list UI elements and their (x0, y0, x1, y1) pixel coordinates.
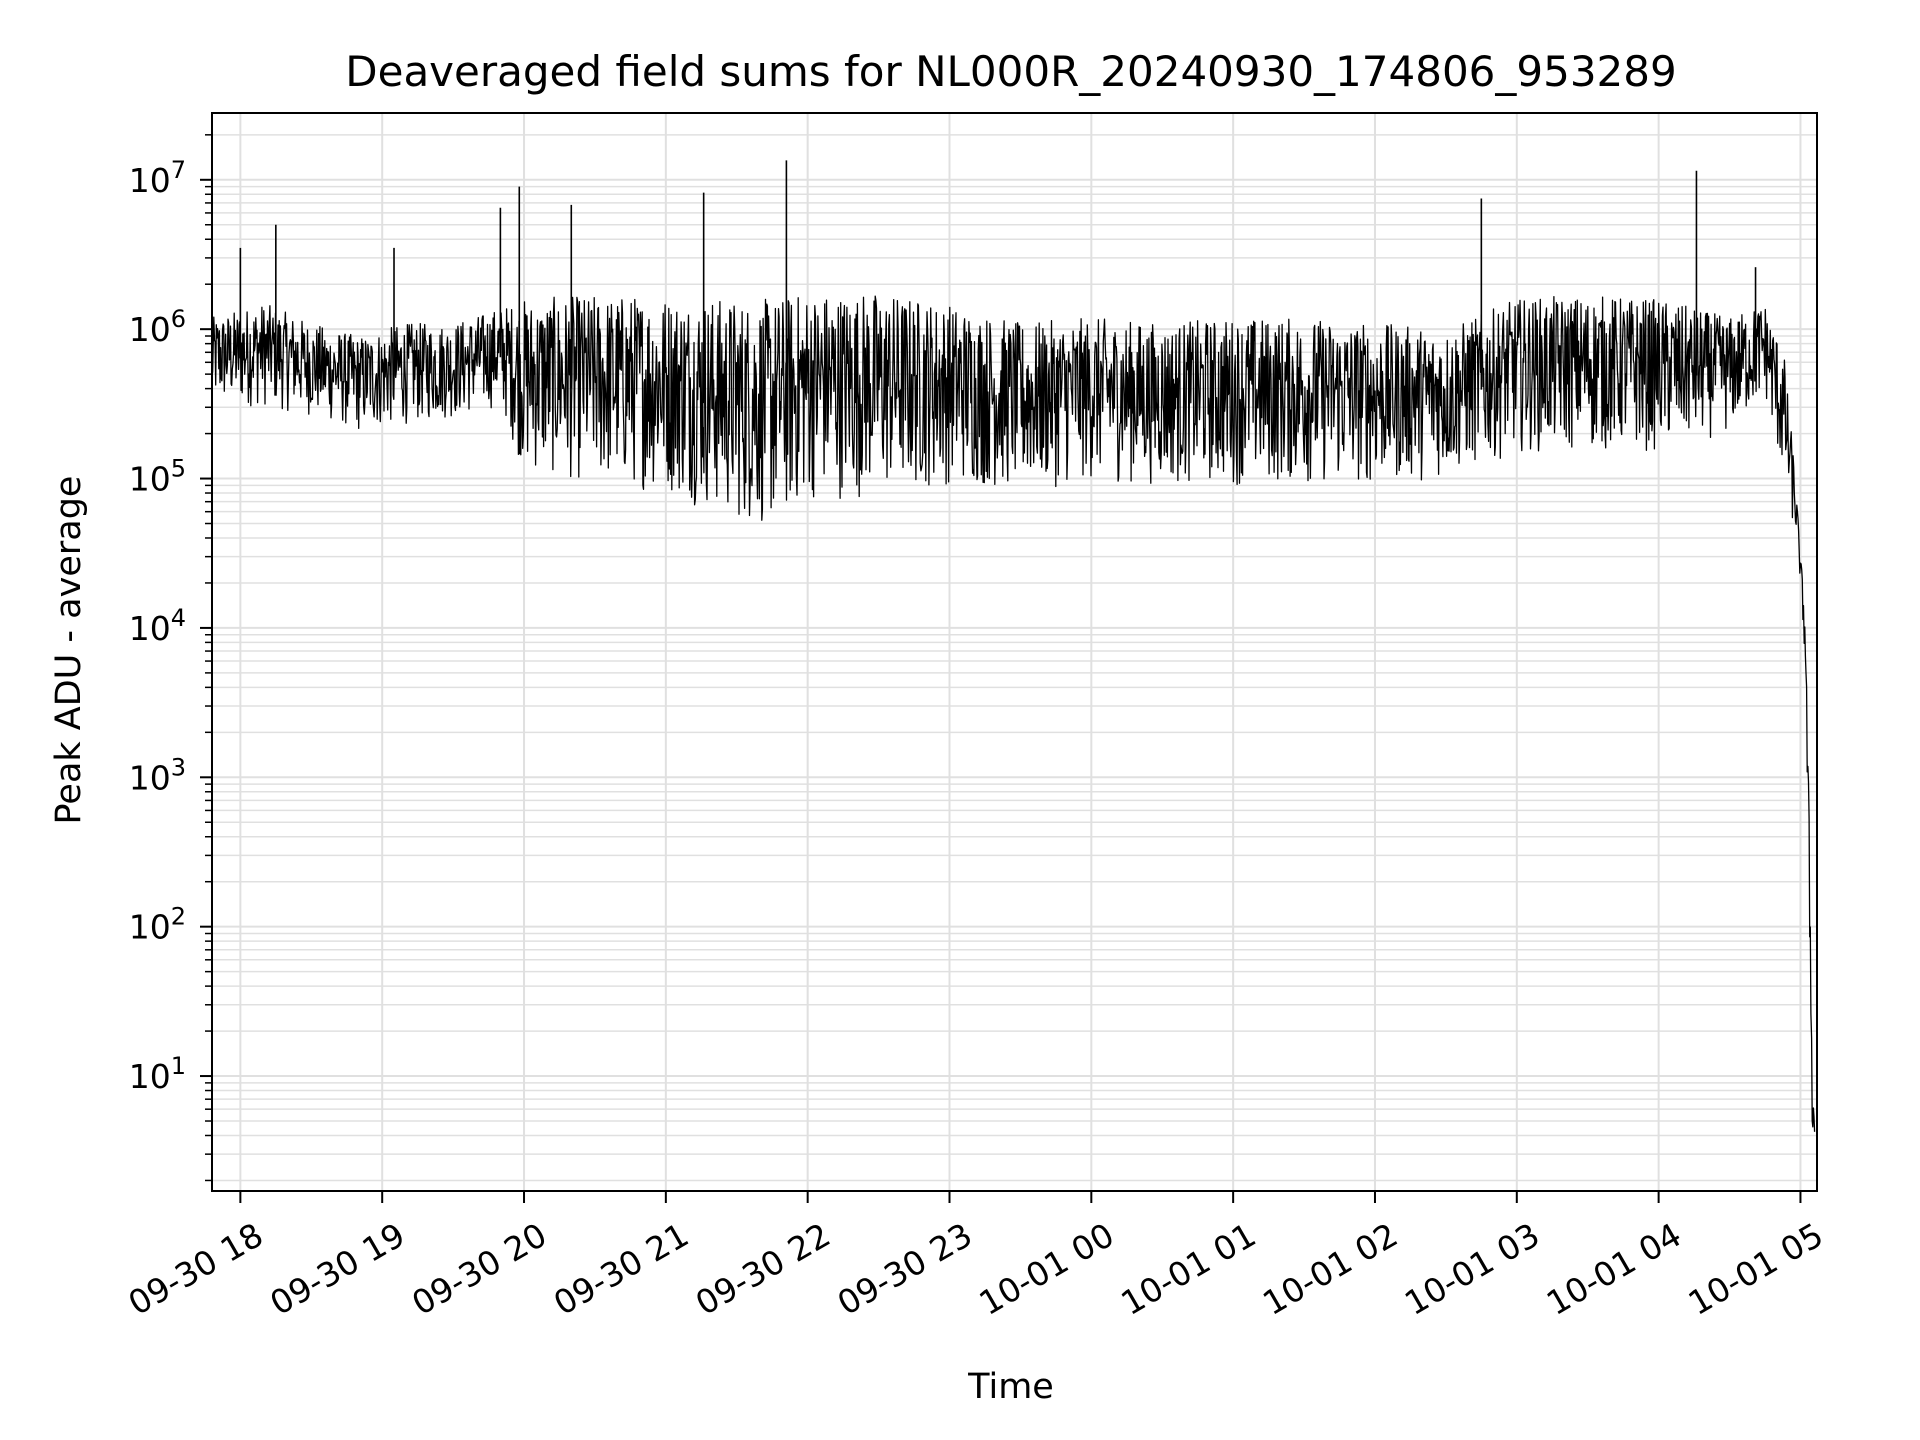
y-tick-label: 107 (129, 156, 186, 200)
y-tick-exponent: 1 (171, 1052, 186, 1080)
y-tick-label: 103 (129, 753, 186, 797)
y-tick-label: 106 (129, 305, 186, 349)
x-tick-label: 09-30 19 (263, 1215, 411, 1323)
y-tick-mantissa: 10 (129, 310, 171, 349)
x-tick-label: 09-30 22 (689, 1215, 837, 1323)
y-tick-exponent: 2 (171, 903, 186, 931)
y-tick-mantissa: 10 (129, 609, 171, 648)
x-tick-label: 10-01 04 (1540, 1215, 1688, 1323)
x-tick-label: 09-30 23 (831, 1215, 979, 1323)
y-tick-exponent: 3 (171, 753, 186, 781)
x-tick-label: 09-30 20 (405, 1215, 553, 1323)
series-line (211, 295, 1816, 1132)
data-series (211, 160, 1816, 1132)
x-tick-label: 10-01 03 (1398, 1215, 1546, 1323)
y-tick-exponent: 4 (171, 604, 186, 632)
plot-frame (211, 112, 1818, 1192)
y-tick-mantissa: 10 (129, 758, 171, 797)
x-tick-label: 09-30 18 (122, 1215, 270, 1323)
y-tick-label: 101 (129, 1052, 186, 1096)
y-tick-label: 102 (129, 903, 186, 947)
x-tick-label: 10-01 01 (1114, 1215, 1262, 1323)
y-axis-label: Peak ADU - average (49, 476, 89, 825)
x-tick-label: 09-30 21 (547, 1215, 695, 1323)
y-tick-label: 104 (129, 604, 186, 648)
y-tick-mantissa: 10 (129, 1057, 171, 1096)
x-tick-label: 10-01 02 (1256, 1215, 1404, 1323)
x-tick-label: 10-01 05 (1682, 1215, 1830, 1323)
y-tick-mantissa: 10 (129, 161, 171, 200)
y-tick-exponent: 7 (171, 156, 186, 184)
x-tick-label: 10-01 00 (973, 1215, 1121, 1323)
y-tick-mantissa: 10 (129, 460, 171, 499)
chart-title: Deaveraged field sums for NL000R_2024093… (345, 47, 1676, 96)
y-tick-label: 105 (129, 455, 186, 499)
grid (212, 113, 1817, 1191)
y-tick-exponent: 5 (171, 455, 186, 483)
y-tick-exponent: 6 (171, 305, 186, 333)
x-axis-label: Time (967, 1367, 1054, 1407)
y-tick-mantissa: 10 (129, 908, 171, 947)
